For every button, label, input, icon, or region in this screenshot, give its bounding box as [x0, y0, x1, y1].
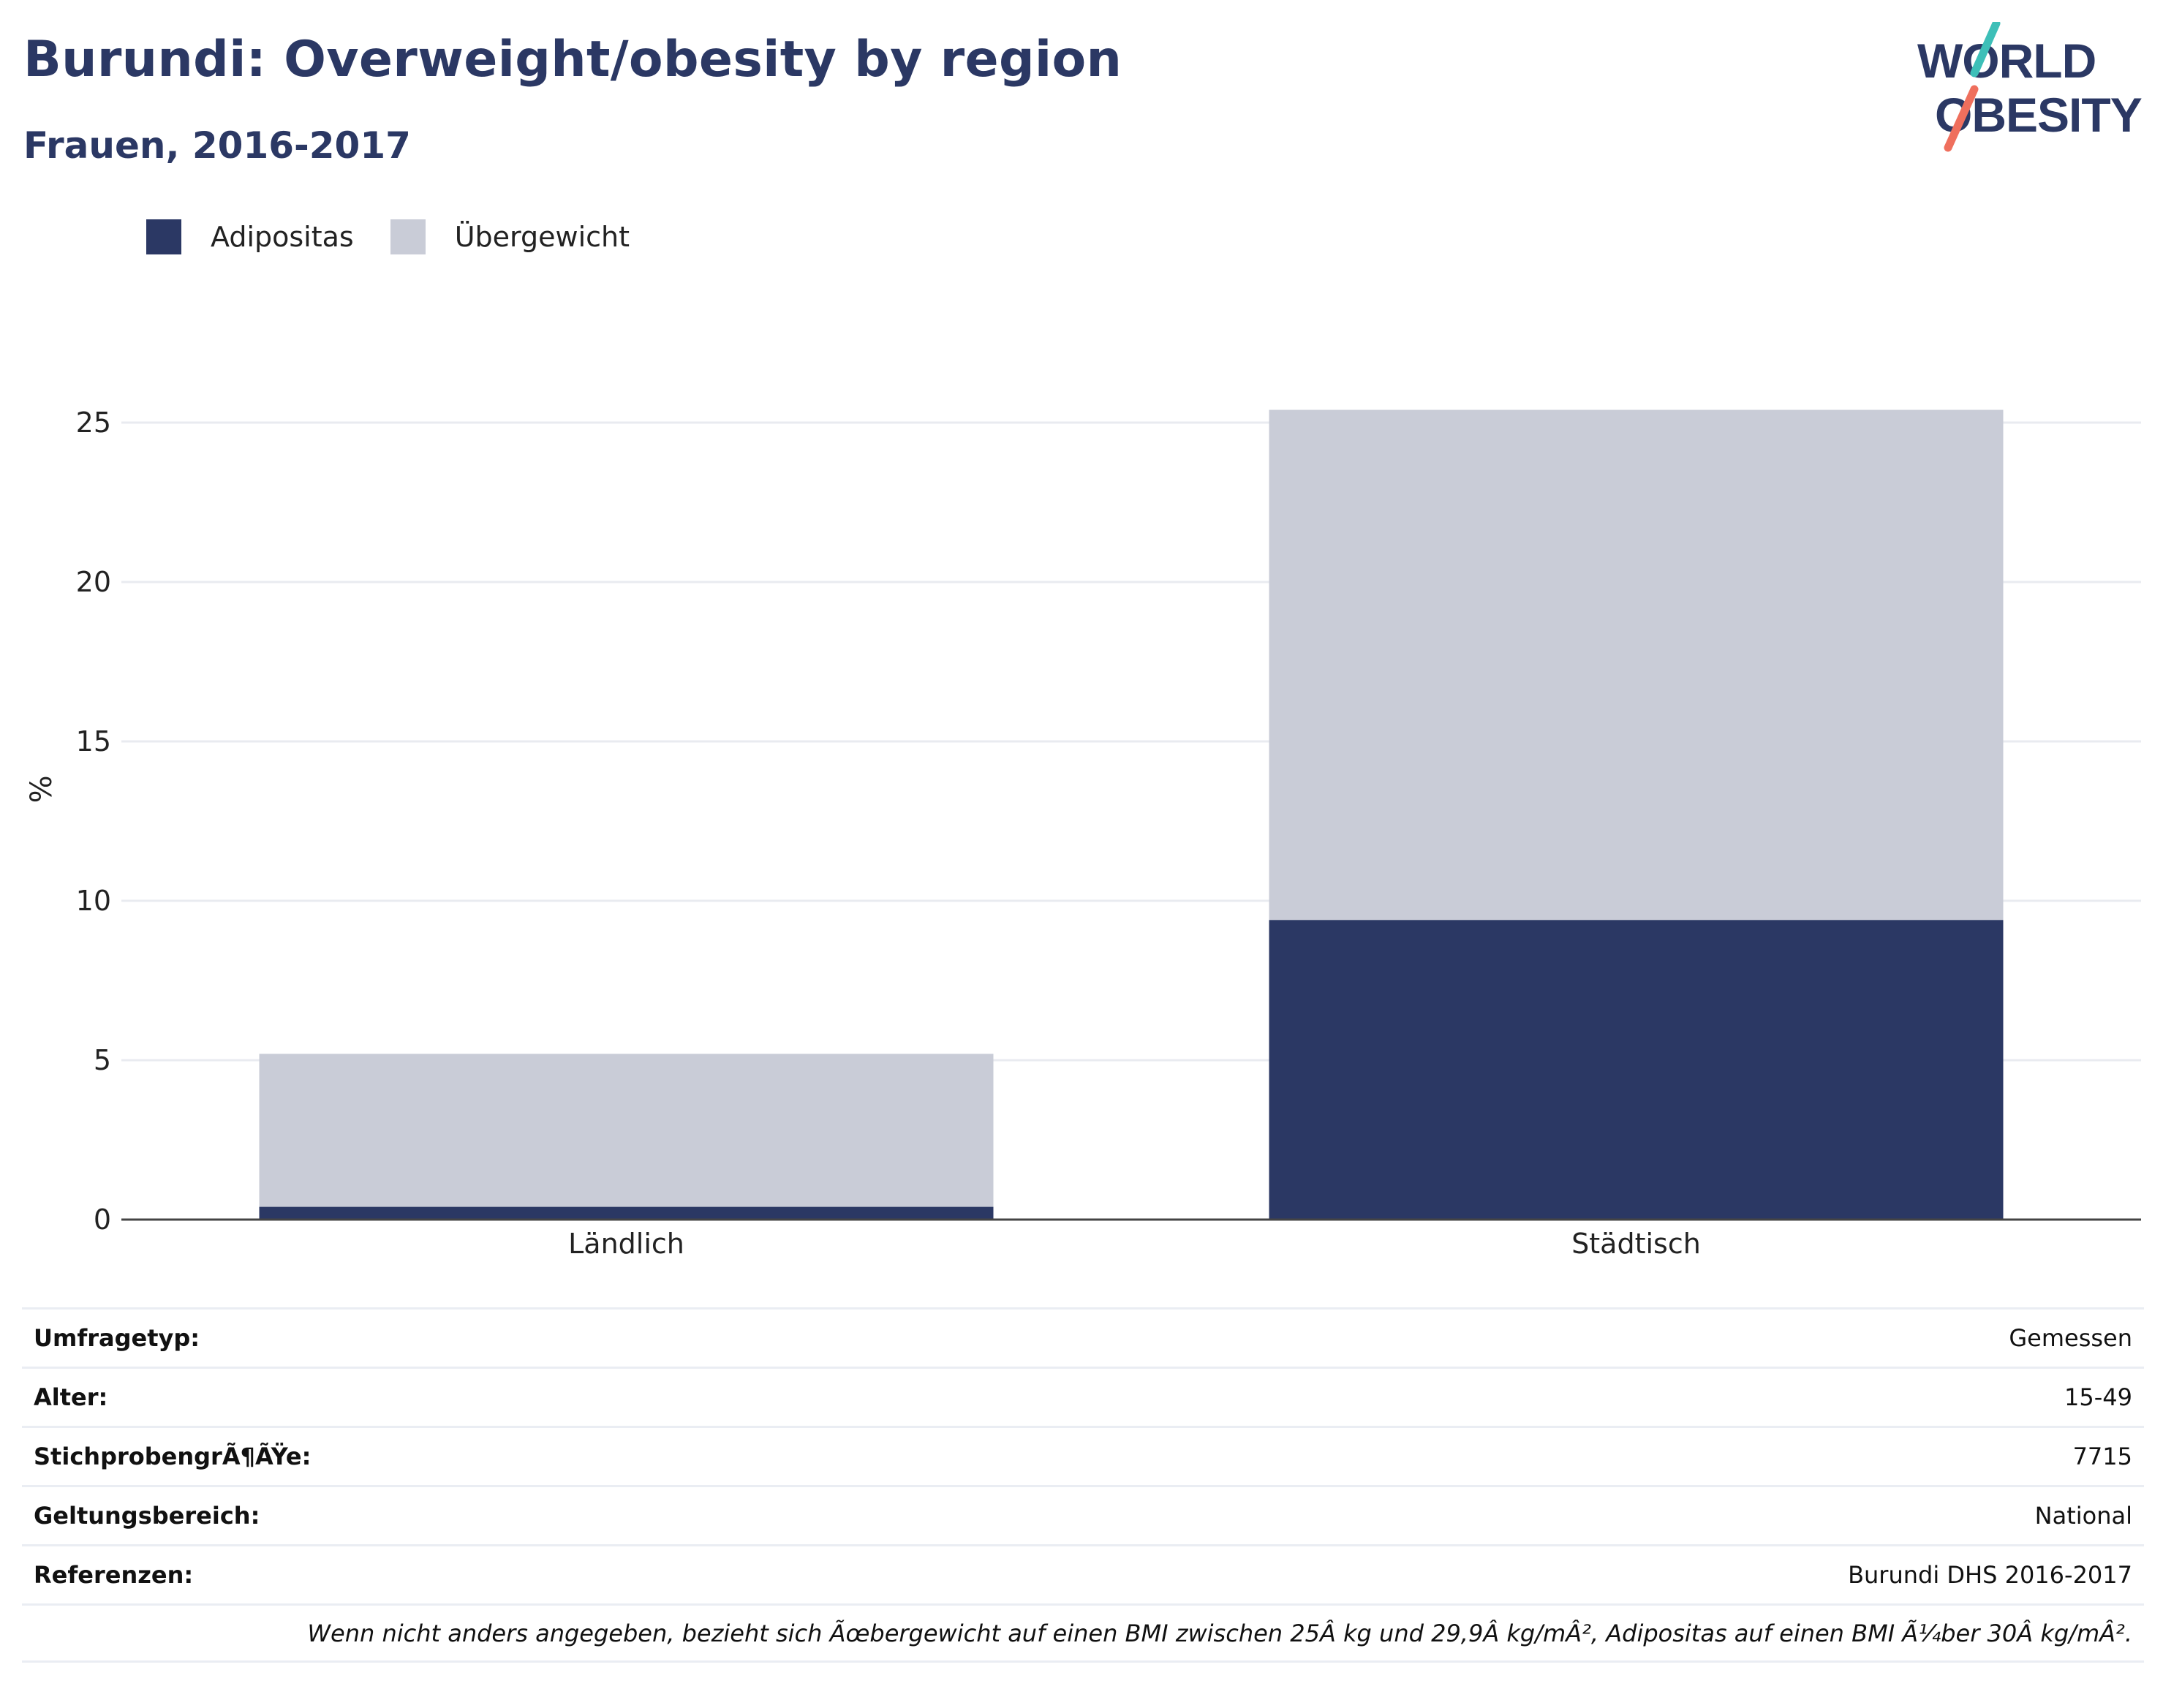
bmi-footnote: Wenn nicht anders angegeben, bezieht sic…: [22, 1603, 2144, 1663]
info-key: Referenzen:: [34, 1561, 194, 1589]
bar-segment: [1269, 920, 2004, 1220]
bar-segment: [259, 1054, 994, 1207]
info-value: 7715: [2072, 1443, 2132, 1470]
y-tick-label: 20: [76, 566, 111, 598]
info-key: Alter:: [34, 1383, 108, 1411]
legend: Adipositas Übergewicht: [146, 216, 666, 257]
bar-chart: 0 5 10 15 20 25% Ländlich Städtisch: [25, 407, 2141, 1260]
x-tick-label: Städtisch: [1571, 1228, 1701, 1260]
y-tick-label: 5: [94, 1044, 111, 1076]
info-value: 15-49: [2064, 1383, 2132, 1411]
y-tick-label: 25: [76, 407, 111, 439]
x-tick-label: Ländlich: [568, 1228, 684, 1260]
logo-line1: WORLD: [1917, 34, 2096, 88]
info-row-sample-size: StichprobengrÃ¶ÃŸe: 7715: [22, 1426, 2144, 1485]
info-row-coverage: Geltungsbereich: National: [22, 1485, 2144, 1544]
world-obesity-logo: WORLD OBESITY: [1917, 22, 2143, 152]
info-key: Geltungsbereich:: [34, 1502, 260, 1530]
info-value: Gemessen: [2009, 1324, 2132, 1352]
bar-segment: [1269, 409, 2004, 921]
info-value: National: [2034, 1502, 2132, 1530]
legend-label-uebergewicht: Übergewicht: [454, 221, 630, 253]
chart-subtitle: Frauen, 2016-2017: [23, 124, 411, 167]
legend-swatch-adipositas: [146, 219, 181, 254]
legend-swatch-uebergewicht: [390, 219, 426, 254]
logo-teal-stroke: [1970, 22, 2001, 78]
logo-coral-stroke: [1944, 85, 1979, 152]
survey-info-table: Umfragetyp: Gemessen Alter: 15-49 Stichp…: [22, 1307, 2144, 1663]
y-tick-label: 10: [76, 885, 111, 917]
info-row-age: Alter: 15-49: [22, 1367, 2144, 1426]
info-key: StichprobengrÃ¶ÃŸe:: [34, 1443, 312, 1470]
y-axis-title: %: [25, 775, 58, 803]
y-tick-label: 15: [76, 725, 111, 757]
legend-label-adipositas: Adipositas: [211, 221, 354, 253]
bar-segment: [259, 1206, 994, 1220]
info-value: Burundi DHS 2016-2017: [1848, 1561, 2132, 1589]
y-tick-label: 0: [94, 1203, 111, 1236]
legend-item-uebergewicht[interactable]: Übergewicht: [390, 219, 630, 254]
legend-item-adipositas[interactable]: Adipositas: [146, 219, 354, 254]
chart-title: Burundi: Overweight/obesity by region: [23, 31, 1122, 88]
info-row-survey-type: Umfragetyp: Gemessen: [22, 1307, 2144, 1367]
info-row-references: Referenzen: Burundi DHS 2016-2017: [22, 1544, 2144, 1603]
info-key: Umfragetyp:: [34, 1324, 200, 1352]
